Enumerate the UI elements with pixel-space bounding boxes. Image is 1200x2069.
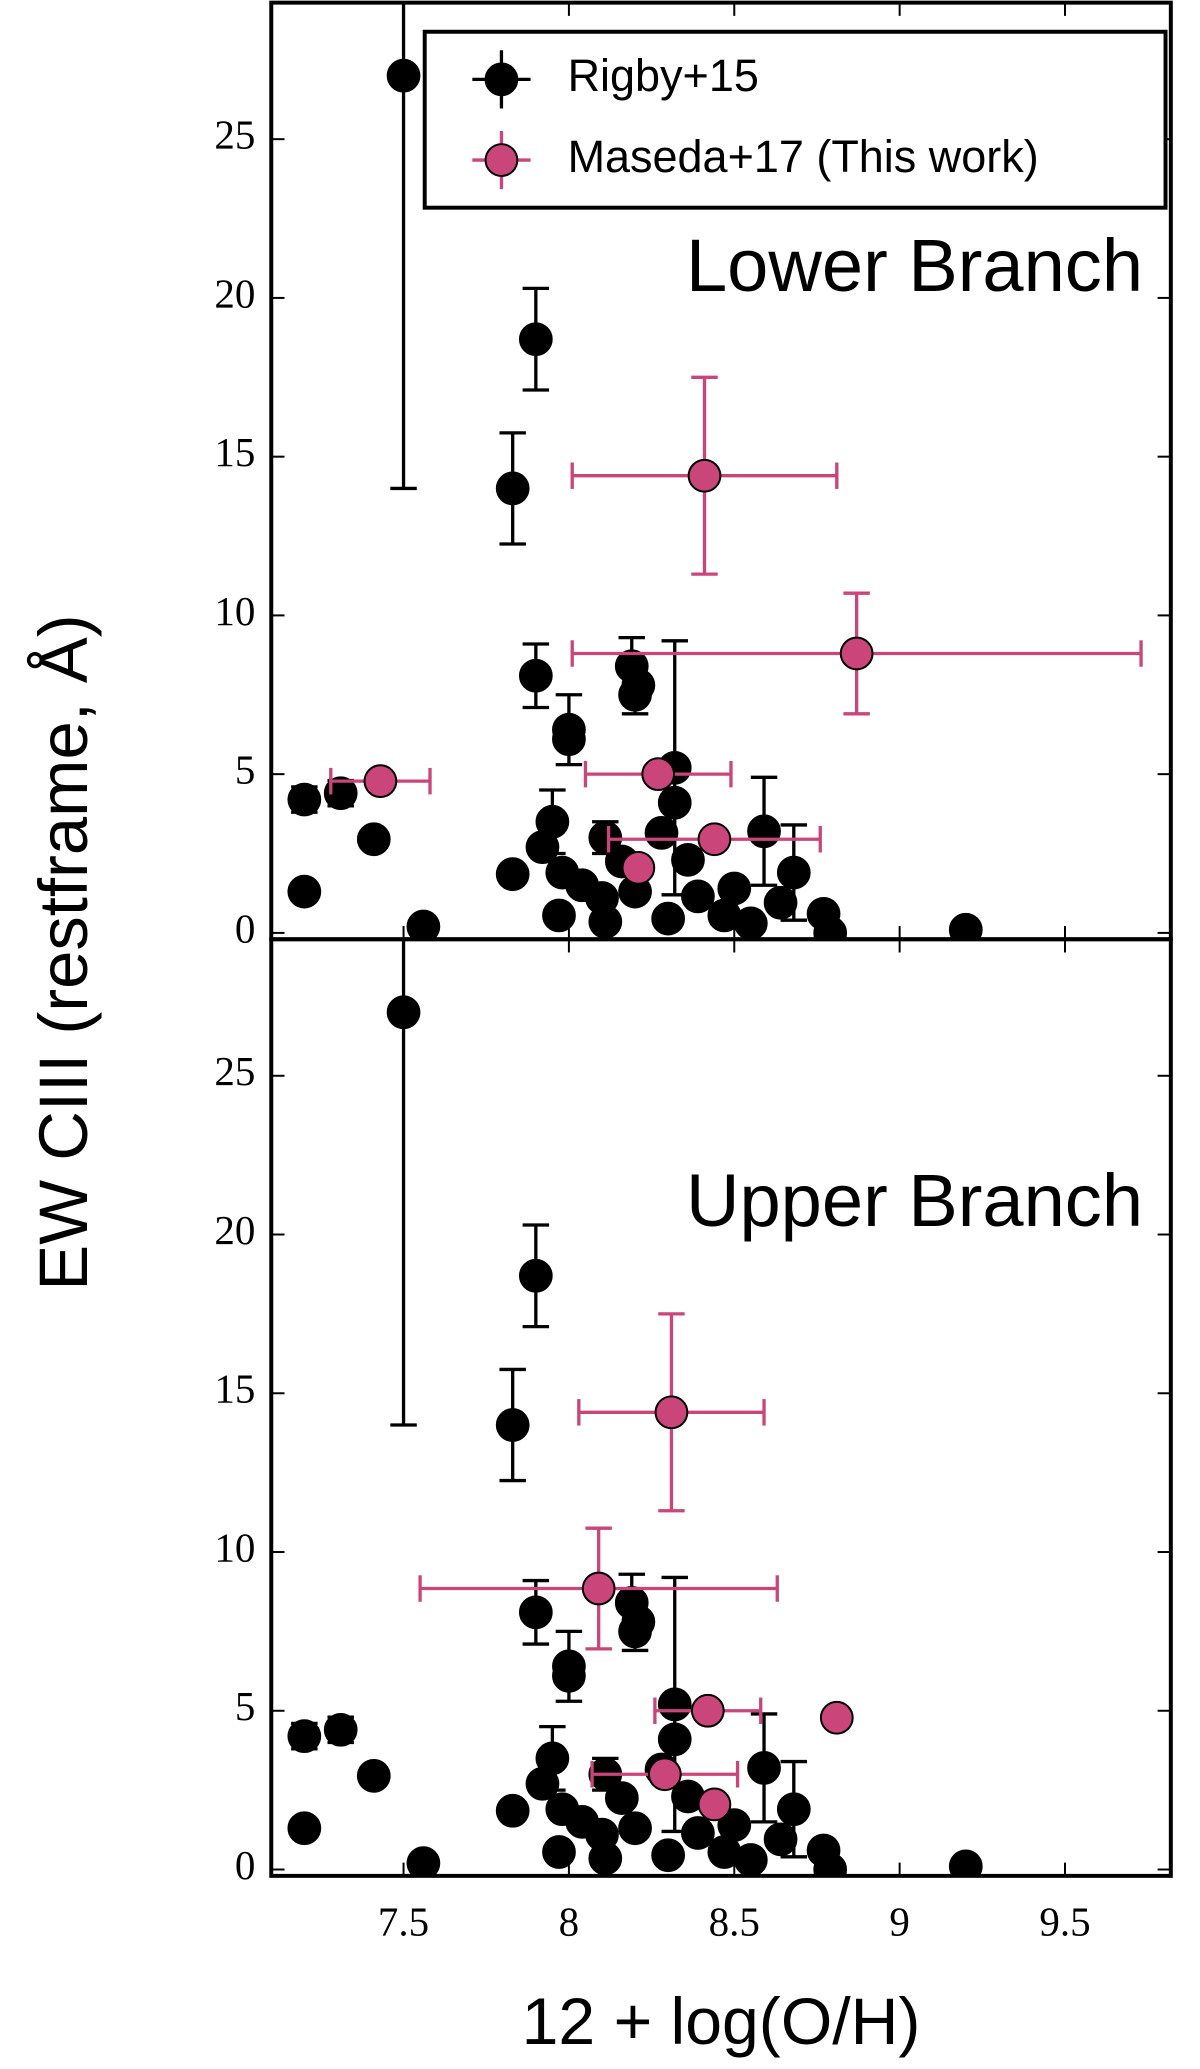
- point: [651, 901, 685, 936]
- point: [763, 1822, 798, 1857]
- point: [518, 1258, 553, 1293]
- point: [697, 1787, 732, 1822]
- plot-area: [287, 2, 1143, 940]
- point: [948, 912, 983, 940]
- x-tick-label: 8: [559, 1899, 580, 1945]
- point: [654, 1395, 689, 1430]
- point: [747, 814, 781, 849]
- point: [813, 1852, 848, 1876]
- point: [687, 458, 722, 493]
- point: [819, 1700, 854, 1735]
- plot-area: [287, 939, 983, 1876]
- point: [287, 782, 322, 817]
- y-tick-label: 10: [214, 1524, 255, 1570]
- point: [681, 1816, 715, 1850]
- point: [697, 822, 732, 857]
- point: [681, 879, 715, 914]
- point: [604, 1781, 639, 1815]
- point: [518, 1595, 553, 1630]
- point: [356, 1758, 391, 1793]
- legend-marker: [484, 62, 519, 97]
- point: [618, 677, 652, 712]
- point: [495, 1793, 530, 1828]
- point: [518, 322, 553, 357]
- point: [813, 916, 848, 940]
- point: [356, 822, 391, 857]
- point: [495, 1408, 530, 1442]
- y-axis-label: EW CIII (restframe, Å): [25, 614, 102, 1290]
- point: [323, 776, 358, 811]
- point: [386, 58, 421, 93]
- point: [657, 1722, 692, 1757]
- point: [565, 868, 600, 903]
- y-tick-label: 0: [235, 1842, 256, 1888]
- point: [733, 1843, 768, 1876]
- y-tick-label: 15: [214, 1366, 255, 1412]
- y-tick-label: 20: [214, 1207, 255, 1253]
- annotation: Lower Branch: [686, 224, 1143, 307]
- x-tick-label: 9: [889, 1899, 910, 1945]
- point: [406, 1846, 441, 1876]
- point: [733, 906, 768, 940]
- point: [542, 898, 576, 933]
- legend-label: Rigby+15: [568, 50, 759, 101]
- y-tick-label: 5: [235, 747, 256, 793]
- point: [776, 1792, 811, 1827]
- point: [621, 850, 656, 885]
- point: [763, 885, 798, 920]
- point: [657, 1687, 692, 1722]
- legend-label: Maseda+17 (This work): [568, 131, 1039, 182]
- annotation: Upper Branch: [686, 1159, 1143, 1242]
- point: [542, 1835, 576, 1869]
- axes-frame: [269, 937, 1173, 1878]
- y-tick-label: 10: [214, 588, 255, 634]
- point: [588, 1841, 623, 1876]
- x-tick-label: 9.5: [1039, 1899, 1090, 1945]
- point: [495, 857, 530, 892]
- point: [618, 1811, 652, 1846]
- x-axis-label: 12 + log(O/H): [522, 1985, 921, 2059]
- legend-marker: [484, 143, 519, 177]
- point: [747, 1751, 781, 1785]
- point: [287, 874, 322, 909]
- point: [518, 658, 553, 693]
- point: [671, 843, 705, 877]
- y-tick-label: 25: [214, 112, 255, 158]
- point: [552, 722, 586, 757]
- y-tick-label: 20: [214, 270, 255, 316]
- point: [647, 1757, 682, 1792]
- point: [776, 855, 811, 890]
- point: [287, 1811, 322, 1846]
- point: [644, 816, 679, 850]
- point: [657, 785, 692, 820]
- point: [588, 904, 623, 939]
- point: [839, 636, 874, 671]
- point: [581, 1571, 616, 1606]
- point: [651, 1838, 685, 1873]
- point: [565, 1805, 600, 1839]
- y-tick-label: 5: [235, 1683, 256, 1729]
- point: [618, 1614, 652, 1649]
- point: [690, 1693, 725, 1728]
- y-tick-label: 25: [214, 1048, 255, 1094]
- point: [641, 757, 676, 792]
- point: [386, 995, 421, 1030]
- point: [363, 764, 398, 799]
- x-tick-label: 8.5: [709, 1899, 760, 1945]
- point: [948, 1849, 983, 1876]
- point: [495, 471, 530, 506]
- point: [323, 1712, 358, 1747]
- point: [525, 830, 560, 865]
- legend-frame: [422, 29, 1168, 210]
- y-tick-label: 15: [214, 429, 255, 475]
- x-tick-label: 7.5: [378, 1899, 429, 1945]
- point: [525, 1766, 560, 1801]
- point: [287, 1719, 322, 1754]
- y-tick-label: 0: [235, 905, 256, 951]
- point: [552, 1658, 586, 1693]
- point: [406, 909, 441, 940]
